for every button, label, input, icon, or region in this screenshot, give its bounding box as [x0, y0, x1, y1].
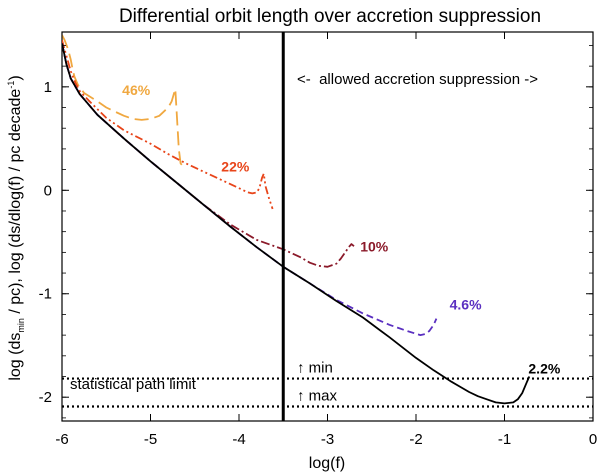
x-tick-label: -4: [232, 431, 245, 448]
min-limit-label: ↑ min: [297, 360, 333, 377]
x-tick-label: -1: [498, 431, 511, 448]
x-tick-label: -6: [55, 431, 68, 448]
series-label-4-6pct: 4.6%: [450, 296, 482, 312]
series-label-2-2pct: 2.2%: [528, 360, 560, 376]
x-tick-label: -3: [321, 431, 334, 448]
y-axis-label: log (dsmin / pc), log (ds/dlog(f) / pc d…: [6, 75, 26, 380]
y-tick-label: 0: [44, 182, 52, 199]
y-axis-label-part-2: / pc), log (ds/dlog(f) / pc decade: [7, 89, 24, 319]
x-tick-label: -2: [409, 431, 422, 448]
series-label-46pct: 46%: [122, 82, 151, 98]
series-label-22pct: 22%: [221, 159, 250, 175]
series-labels: 46% 22% 10% 4.6% 2.2%: [122, 82, 561, 376]
y-tick-label: -1: [39, 286, 52, 303]
x-tick-label: -5: [144, 431, 157, 448]
x-axis-label: log(f): [309, 455, 345, 472]
series-group: [62, 34, 531, 405]
series-line-46pct: [62, 34, 184, 167]
y-axis-label-subscript: min: [16, 318, 26, 333]
y-axis-label-part-1: log (ds: [7, 333, 24, 381]
chart-title: Differential orbit length over accretion…: [119, 6, 541, 27]
allowed-region-label: <- allowed accretion suppression ->: [297, 71, 538, 88]
statistical-limit-lines: [62, 377, 593, 408]
series-line-2-2pct: [62, 43, 531, 405]
x-tick-label: 0: [589, 431, 597, 448]
y-axis-label-superscript: -1: [6, 81, 16, 89]
statistical-path-limit-label: statistical path limit: [70, 376, 197, 393]
series-label-10pct: 10%: [360, 238, 389, 254]
series-line-10pct: [62, 43, 355, 268]
max-limit-label: ↑ max: [297, 388, 338, 405]
y-tick-label: 1: [44, 79, 52, 96]
axis-ticks: -6 -5 -4 -3 -2 -1 0 -2 -1 0 1: [39, 32, 597, 448]
y-axis-label-part-3: ): [7, 75, 24, 80]
y-tick-label: -2: [39, 389, 52, 406]
series-line-22pct: [62, 40, 274, 210]
